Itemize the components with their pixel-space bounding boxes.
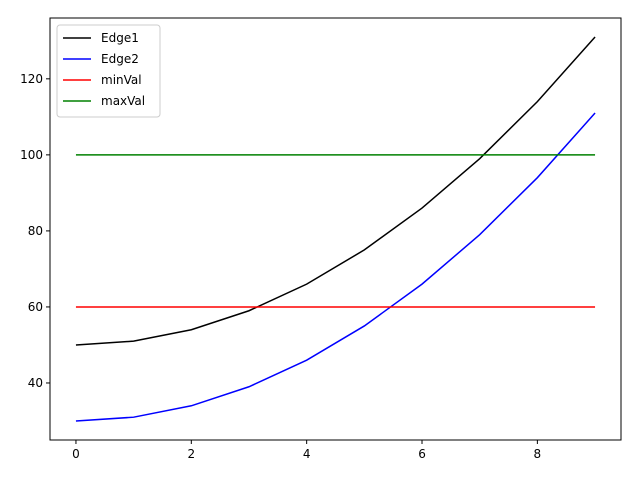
series-line-edge2: [75, 112, 596, 422]
axes-frame: [49, 17, 622, 441]
y-tick-label: 120: [20, 72, 43, 86]
legend-label-minval: minVal: [101, 73, 142, 87]
legend: Edge1 Edge2 minVal maxVal: [56, 24, 161, 118]
x-tick-label: 2: [187, 447, 195, 461]
y-tick-label: 40: [28, 376, 43, 390]
y-tick-label: 100: [20, 148, 43, 162]
y-axis-ticks: 40 60 80 100 120: [20, 72, 50, 390]
legend-label-edge2: Edge2: [101, 52, 139, 66]
x-tick-label: 4: [303, 447, 311, 461]
legend-label-maxval: maxVal: [101, 94, 145, 108]
legend-box: [56, 24, 161, 118]
legend-label-edge1: Edge1: [101, 31, 139, 45]
x-axis-ticks: 0 2 4 6 8: [72, 440, 541, 461]
series-line-edge1: [75, 36, 596, 346]
x-tick-label: 8: [534, 447, 542, 461]
x-tick-label: 6: [418, 447, 426, 461]
x-tick-label: 0: [72, 447, 80, 461]
y-tick-label: 60: [28, 300, 43, 314]
plot-lines: [75, 36, 596, 422]
y-tick-label: 80: [28, 224, 43, 238]
